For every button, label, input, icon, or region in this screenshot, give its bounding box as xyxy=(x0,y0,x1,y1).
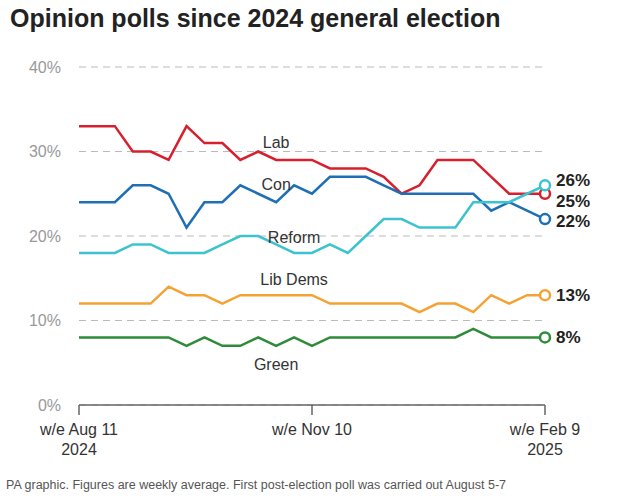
svg-text:w/e Nov 10: w/e Nov 10 xyxy=(271,421,352,438)
html-text:Opinion polls since 2024 gener: Opinion polls since 2024 general electio… xyxy=(10,4,501,32)
svg-text:2024: 2024 xyxy=(61,441,97,458)
svg-text:8%: 8% xyxy=(556,328,581,347)
svg-text:Green: Green xyxy=(254,356,298,373)
svg-text:40%: 40% xyxy=(29,59,61,76)
svg-text:w/e Feb 9: w/e Feb 9 xyxy=(509,421,580,438)
svg-text:26%: 26% xyxy=(556,171,590,190)
html-text:PA graphic. Figures are weekly: PA graphic. Figures are weekly average. … xyxy=(6,478,506,492)
svg-text:Lab: Lab xyxy=(263,134,290,151)
svg-text:22%: 22% xyxy=(556,212,590,231)
svg-text:Con: Con xyxy=(261,176,290,193)
svg-text:Lib Dems: Lib Dems xyxy=(260,271,328,288)
svg-text:25%: 25% xyxy=(556,192,590,211)
svg-text:2025: 2025 xyxy=(527,441,563,458)
svg-text:20%: 20% xyxy=(29,228,61,245)
svg-text:10%: 10% xyxy=(29,312,61,329)
svg-text:w/e Aug 11: w/e Aug 11 xyxy=(39,421,118,438)
svg-text:0%: 0% xyxy=(38,397,61,414)
svg-text:Reform: Reform xyxy=(268,229,320,246)
svg-text:30%: 30% xyxy=(29,143,61,160)
svg-text:13%: 13% xyxy=(556,286,590,305)
